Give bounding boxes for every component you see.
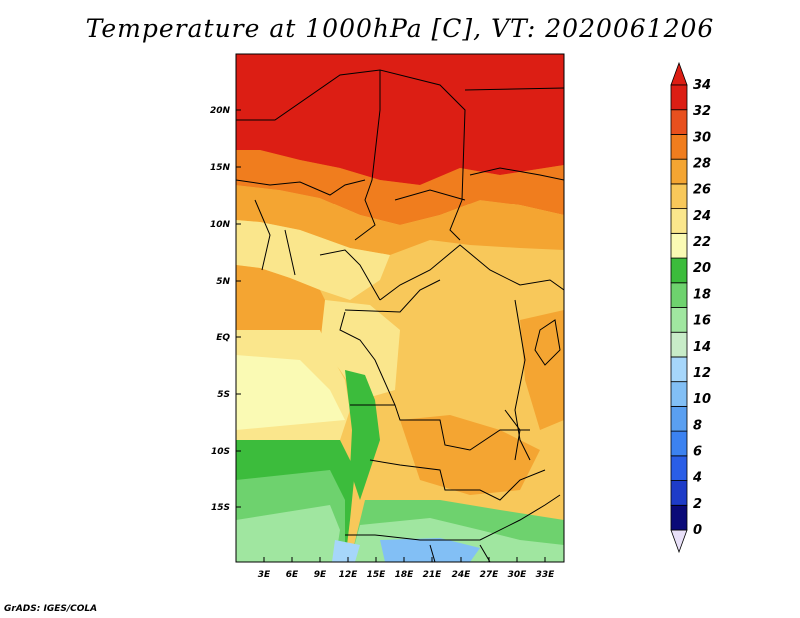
colorbar-under-triangle — [670, 529, 688, 554]
lat-tick-label: 20N — [210, 106, 231, 116]
colorbar-swatch — [670, 405, 688, 432]
colorbar-label: 2 — [693, 497, 702, 512]
lat-tick-label: EQ — [216, 333, 230, 343]
colorbar-swatch — [670, 183, 688, 210]
colorbar-swatch — [670, 331, 688, 358]
colorbar-label: 6 — [693, 444, 702, 459]
lat-tick-label: 5S — [217, 390, 230, 400]
colorbar-over-triangle — [670, 61, 688, 86]
longitude-ticks: 3E 6E 9E 12E 15E 18E 21E 24E 27E 30E 33E — [258, 557, 555, 580]
lon-tick-label: 21E — [423, 570, 443, 580]
lon-tick-label: 27E — [480, 570, 500, 580]
colorbar-label: 32 — [693, 104, 711, 119]
colorbar-swatch — [670, 430, 688, 457]
lon-tick-label: 30E — [508, 570, 528, 580]
colorbar-label: 4 — [692, 471, 702, 486]
lon-tick-label: 12E — [339, 570, 359, 580]
lon-tick-label: 24E — [452, 570, 472, 580]
latitude-ticks: 20N 15N 10N 5N EQ 5S 10S 15S — [210, 106, 241, 513]
colorbar-swatch — [670, 282, 688, 308]
colorbar-swatch — [670, 455, 688, 481]
colorbar-swatch — [670, 134, 688, 160]
colorbar-swatch — [670, 504, 688, 531]
colorbar-label: 14 — [693, 340, 711, 355]
colorbar-label: 16 — [693, 314, 711, 329]
lat-tick-label: 10S — [211, 447, 230, 457]
colorbar-label: 12 — [693, 366, 711, 381]
colorbar-label: 26 — [693, 183, 711, 198]
colorbar-label: 18 — [693, 287, 711, 302]
lat-tick-label: 10N — [210, 220, 231, 230]
colorbar-swatch — [670, 84, 688, 111]
colorbar-label: 22 — [693, 235, 711, 250]
lon-tick-label: 6E — [286, 570, 299, 580]
colorbar-label: 20 — [693, 261, 711, 276]
colorbar-label: 24 — [693, 209, 711, 224]
colorbar-label: 34 — [693, 78, 711, 93]
credit-label: GrADS: IGES/COLA — [4, 604, 98, 614]
lon-tick-label: 18E — [395, 570, 415, 580]
lon-tick-label: 3E — [258, 570, 271, 580]
colorbar — [670, 61, 688, 554]
colorbar-swatch — [670, 257, 688, 284]
lon-tick-label: 15E — [367, 570, 387, 580]
lat-tick-label: 15N — [210, 163, 231, 173]
colorbar-swatch — [670, 232, 688, 259]
colorbar-swatch — [670, 381, 688, 407]
lat-tick-label: 5N — [216, 277, 230, 287]
temperature-field — [236, 54, 564, 562]
map-title: Temperature at 1000hPa [C], VT: 20200612… — [85, 14, 715, 43]
colorbar-label: 30 — [693, 130, 711, 145]
map-frame — [235, 53, 565, 563]
colorbar-swatch — [670, 480, 688, 506]
colorbar-swatch — [670, 158, 688, 185]
colorbar-label: 28 — [693, 157, 711, 172]
lon-tick-label: 9E — [314, 570, 327, 580]
lon-tick-label: 33E — [536, 570, 556, 580]
colorbar-label: 10 — [693, 392, 711, 407]
colorbar-swatch — [670, 109, 688, 135]
country-borders — [236, 69, 564, 562]
colorbar-swatch — [670, 356, 688, 383]
colorbar-swatch — [670, 208, 688, 234]
colorbar-label: 8 — [693, 418, 702, 433]
lat-tick-label: 15S — [211, 503, 230, 513]
colorbar-label: 0 — [693, 523, 702, 538]
colorbar-swatch — [670, 307, 688, 333]
